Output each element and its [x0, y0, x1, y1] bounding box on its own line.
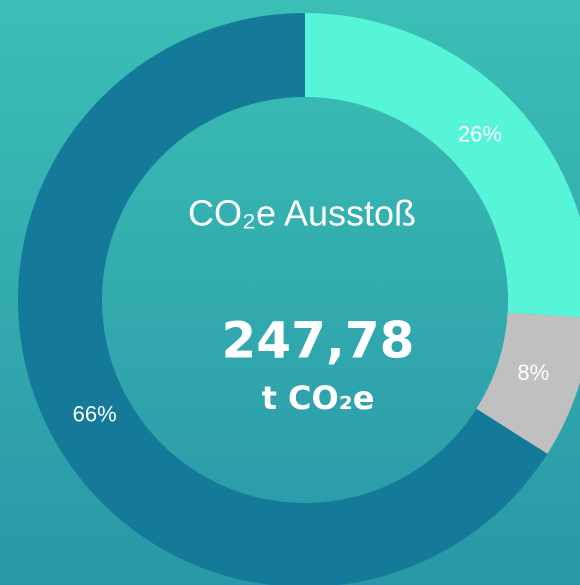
slice — [476, 312, 580, 454]
slices — [18, 13, 580, 585]
slice-label: 66% — [73, 401, 117, 426]
slice — [305, 13, 580, 318]
slice-label: 8% — [517, 360, 549, 385]
chart-title: CO₂e Ausstoß — [188, 193, 416, 234]
center-value: 247,78 — [222, 312, 415, 370]
slice-label: 26% — [458, 122, 502, 147]
center-unit: t CO₂e — [262, 379, 375, 417]
slice — [18, 13, 548, 585]
